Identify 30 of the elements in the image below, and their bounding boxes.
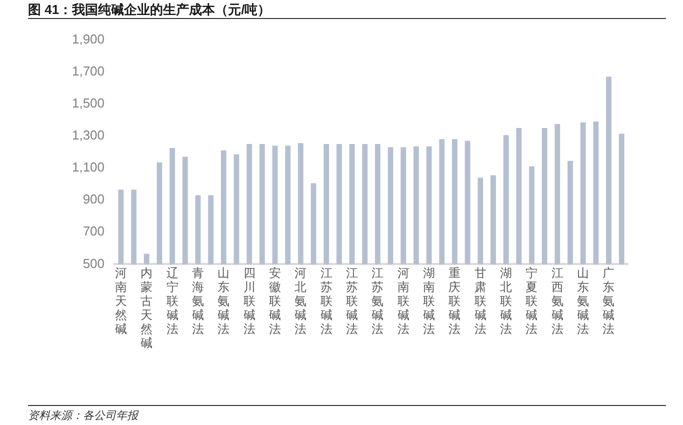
x-tick-label: 河南联碱法 xyxy=(397,266,410,336)
x-tick-label: 江苏联碱法 xyxy=(320,266,332,336)
x-tick-label: 湖南联碱法 xyxy=(423,266,436,336)
x-tick-label: 辽宁联碱法 xyxy=(166,266,178,336)
y-tick-label: 1,300 xyxy=(72,128,105,143)
x-tick-label: 江苏氨碱法 xyxy=(372,266,384,336)
x-tick-label: 山东氨碱法 xyxy=(218,266,230,336)
x-tick-label: 内蒙古天然碱 xyxy=(140,266,153,350)
y-tick-label: 1,900 xyxy=(72,31,105,46)
x-tick-label: 宁夏联碱法 xyxy=(526,266,538,336)
y-tick-label: 700 xyxy=(82,224,105,239)
x-tick-label: 山东氨碱法 xyxy=(577,266,590,336)
x-tick-label: 甘肃联碱法 xyxy=(474,266,486,336)
x-tick-label: 河北氨碱法 xyxy=(294,266,307,336)
y-tick-label: 1,500 xyxy=(72,95,105,110)
chart-title: 图 41：我国纯碱企业的生产成本（元/吨） xyxy=(28,1,271,19)
x-tick-label: 安徽联碱法 xyxy=(268,266,281,336)
y-tick-label: 900 xyxy=(82,192,105,207)
x-tick-label: 湖北联碱法 xyxy=(500,266,512,336)
text: 资料来源：各公司年报 xyxy=(28,405,666,423)
y-tick-label: 1,100 xyxy=(72,160,105,175)
x-tick-label: 河南天然碱 xyxy=(114,266,127,336)
x-tick-label: 青海氨碱法 xyxy=(192,266,204,336)
y-tick-label: 500 xyxy=(82,256,105,271)
y-tick-label: 1,700 xyxy=(72,63,105,78)
x-tick-label: 江西氨碱法 xyxy=(551,266,564,336)
x-tick-label: 四川联碱法 xyxy=(243,266,256,336)
x-tick-label: 江苏联碱法 xyxy=(346,266,358,336)
x-tick-label: 广东氨碱法 xyxy=(602,266,615,336)
x-tick-label: 重庆联碱法 xyxy=(448,266,461,336)
